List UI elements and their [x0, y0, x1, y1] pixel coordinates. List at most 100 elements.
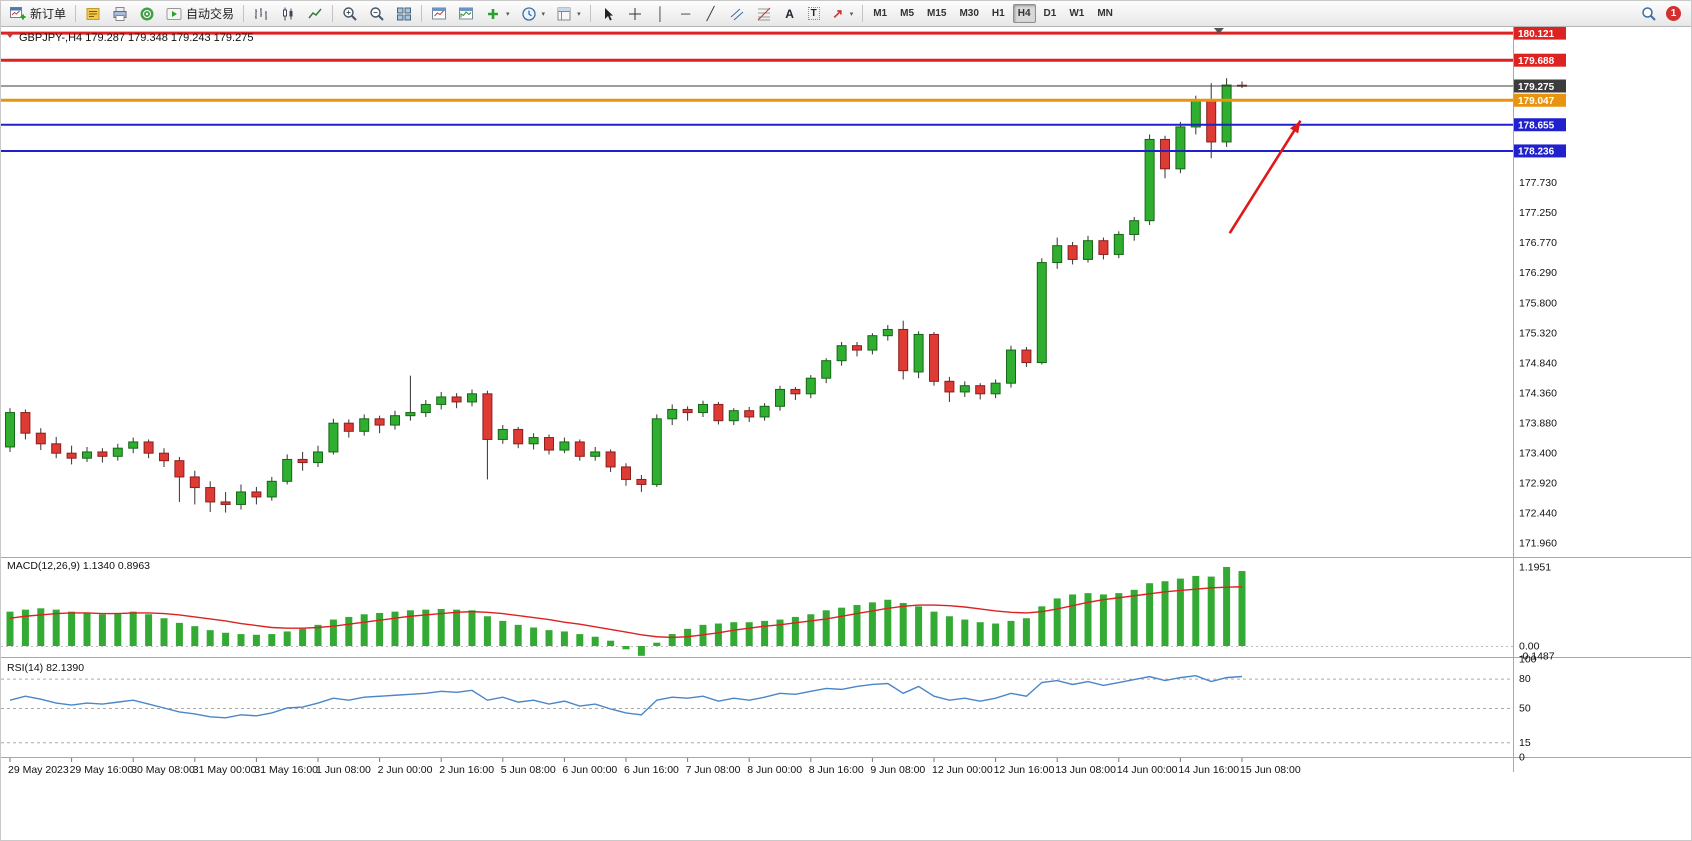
- price-axis-label: 176.770: [1519, 237, 1557, 249]
- level-lines[interactable]: [1, 31, 1513, 152]
- notification-badge[interactable]: 1: [1666, 6, 1681, 21]
- macd-bar: [437, 608, 445, 646]
- price-axis-label: 171.960: [1519, 538, 1557, 550]
- timeframe-m15[interactable]: M15: [927, 8, 947, 19]
- zoom-in-icon: [343, 6, 357, 21]
- tile-windows-button[interactable]: [391, 3, 417, 25]
- macd-bar: [1161, 581, 1169, 646]
- macd-bar: [391, 611, 399, 646]
- profiles-icon: [459, 7, 474, 19]
- cursor-button[interactable]: [595, 3, 621, 25]
- macd-bar: [530, 627, 538, 646]
- macd-bar: [299, 628, 307, 646]
- candle-body: [821, 360, 832, 379]
- timeframe-h1[interactable]: H1: [991, 8, 1005, 19]
- search-icon[interactable]: [1641, 6, 1657, 22]
- candle-body: [605, 451, 616, 468]
- rsi-line: [9, 674, 1243, 719]
- price-tag-label: 179.275: [1518, 82, 1555, 93]
- templates-button[interactable]: ▾: [551, 3, 586, 25]
- candle-body: [574, 441, 585, 457]
- chart-shift-marker[interactable]: [1213, 28, 1224, 34]
- zoom-in-button[interactable]: [337, 3, 363, 25]
- arrows-button[interactable]: ↗ ▾: [826, 3, 859, 25]
- timeframe-w1[interactable]: W1: [1069, 8, 1085, 19]
- candle-body: [82, 451, 92, 459]
- candle-body: [651, 418, 662, 485]
- crosshair-button[interactable]: [622, 3, 648, 25]
- candle-body: [1221, 84, 1232, 143]
- channel-button[interactable]: [724, 3, 750, 25]
- macd-bar: [1207, 576, 1215, 646]
- timeframe-mn[interactable]: MN: [1097, 8, 1113, 19]
- price-tag-label: 179.047: [1518, 96, 1555, 107]
- macd-bar: [360, 614, 368, 646]
- bar-chart-button[interactable]: [248, 3, 274, 25]
- tile-windows-icon: [397, 7, 412, 20]
- price-axis-label: 173.880: [1519, 418, 1557, 430]
- autotrade-label: 自动交易: [186, 7, 235, 21]
- rsi-scale-label: 80: [1519, 673, 1531, 685]
- horizontal-line-button[interactable]: ─: [674, 3, 698, 25]
- macd-bar: [52, 609, 60, 646]
- timeframe-m30[interactable]: M30: [959, 8, 979, 19]
- new-order-button[interactable]: 新订单: [5, 3, 71, 25]
- macd-bar: [1192, 575, 1200, 646]
- community-button[interactable]: [134, 3, 160, 25]
- timeframe-d1[interactable]: D1: [1043, 8, 1057, 19]
- price-tag: [1514, 118, 1566, 132]
- new-order-label: 新订单: [30, 7, 67, 21]
- macd-scale-label: 0.00: [1519, 641, 1540, 653]
- separator: [75, 5, 77, 22]
- quick-trade-arrow-icon[interactable]: [6, 33, 14, 38]
- time-axis-label: 14 Jun 00:00: [1117, 764, 1178, 776]
- price-chart[interactable]: 177.730 177.250 176.770 176.290 175.800 175.3…: [1, 26, 1692, 841]
- macd-bar: [637, 646, 645, 656]
- arrow-annotation[interactable]: [1228, 119, 1302, 234]
- chevron-down-icon: ▾: [577, 10, 581, 18]
- candle-body: [1083, 240, 1093, 260]
- chart-window[interactable]: 177.730 177.250 176.770 176.290 175.800 175.3…: [1, 26, 1692, 841]
- timeframe-h4[interactable]: H4: [1012, 4, 1036, 23]
- macd-scale-label: -0.1487: [1519, 650, 1555, 662]
- price-tag: [1514, 26, 1566, 40]
- macd-bar: [930, 611, 938, 646]
- zoom-out-button[interactable]: [364, 3, 390, 25]
- price-axis[interactable]: 177.730 177.250 176.770 176.290 175.800 175.3…: [1519, 177, 1557, 550]
- trendline-icon: ╱: [706, 5, 715, 21]
- periods-button[interactable]: ▾: [516, 3, 551, 25]
- candle-body: [97, 451, 108, 457]
- macd-bar: [514, 624, 522, 646]
- chevron-down-icon: ▾: [506, 10, 510, 18]
- candle-body: [482, 393, 493, 440]
- candle-body: [390, 415, 400, 426]
- macd-bar: [175, 622, 183, 646]
- text-button[interactable]: A: [778, 3, 802, 25]
- metaeditor-button[interactable]: [80, 3, 106, 25]
- vertical-line-button[interactable]: │: [649, 3, 673, 25]
- trendline-button[interactable]: ╱: [699, 3, 723, 25]
- fibonacci-button[interactable]: [751, 3, 777, 25]
- new-chart-button[interactable]: [426, 3, 452, 25]
- print-button[interactable]: [107, 3, 133, 25]
- candle-body: [374, 418, 385, 426]
- price-axis-label: 176.290: [1519, 267, 1557, 279]
- candle-body: [112, 447, 123, 457]
- print-icon: [113, 6, 127, 21]
- fibonacci-icon: [757, 7, 770, 20]
- time-axis-label: 5 Jun 08:00: [501, 764, 556, 776]
- candlestick-chart-button[interactable]: [275, 3, 301, 25]
- add-indicator-button[interactable]: ▾: [480, 3, 515, 25]
- macd-bar: [406, 610, 414, 646]
- macd-bar: [468, 610, 476, 646]
- text-label-button[interactable]: T: [803, 3, 825, 25]
- timeframe-m1[interactable]: M1: [873, 8, 888, 19]
- line-chart-button[interactable]: [302, 3, 328, 25]
- candle-body: [20, 412, 31, 434]
- autotrade-button[interactable]: 自动交易: [161, 3, 239, 25]
- time-axis-label: 30 May 08:00: [131, 764, 195, 776]
- timeframe-m5[interactable]: M5: [900, 8, 915, 19]
- time-axis-label: 9 Jun 08:00: [870, 764, 925, 776]
- profiles-button[interactable]: [453, 3, 479, 25]
